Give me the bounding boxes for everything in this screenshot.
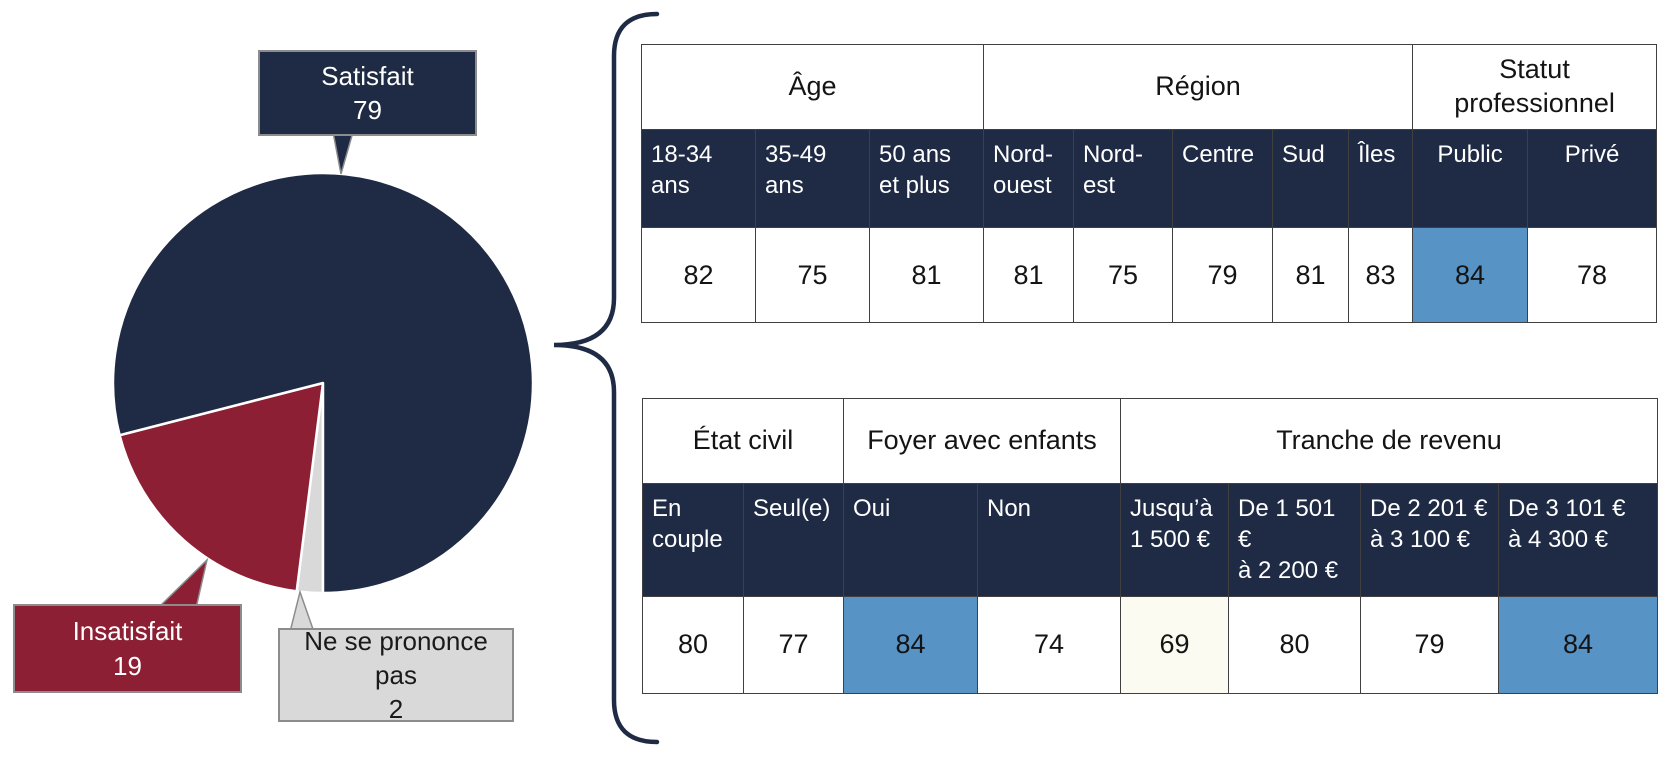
value-cell-oui: 84	[843, 595, 978, 694]
value-cell-centre: 79	[1172, 227, 1273, 323]
column-header-cell-sud: Sud	[1272, 129, 1349, 228]
value-cell-50-ans-et-plus: 81	[869, 227, 984, 323]
pie-callout-label: Satisfait	[321, 60, 414, 91]
value-cell-sud: 81	[1272, 227, 1349, 323]
column-header-cell-de-1-501-2-200: De 1 501 € à 2 200 €	[1228, 483, 1361, 597]
value-cell-de-3-101-4-300: 84	[1497, 595, 1659, 694]
curly-brace	[553, 11, 660, 745]
group-header-cell-tat-civil: État civil	[642, 398, 844, 484]
column-header-cell-50-ans-et-plus: 50 ans et plus	[869, 129, 984, 228]
value-cell-les: 83	[1347, 227, 1414, 323]
pie-callout-label: Insatisfait	[72, 616, 183, 647]
value-cell-de-2-201-3-100: 79	[1360, 595, 1499, 694]
column-header-cell-les: Îles	[1347, 129, 1414, 228]
column-header-cell-18-34-ans: 18-34 ans	[641, 129, 756, 228]
column-header-cell-seul-e: Seul(e)	[743, 483, 844, 597]
column-header-cell-en-couple: En couple	[642, 483, 744, 597]
pie-slice-insatisfait	[118, 381, 325, 593]
value-cell-seul-e: 77	[743, 595, 844, 694]
group-header-cell-ge: Âge	[641, 44, 984, 130]
column-header-cell-centre: Centre	[1172, 129, 1273, 228]
pie-callout-insatisfait: Insatisfait 19	[13, 604, 242, 693]
group-header-cell-tranche-de-revenu: Tranche de revenu	[1119, 398, 1659, 484]
value-cell-priv: 78	[1527, 227, 1658, 323]
pie-callout-value: 79	[353, 95, 382, 125]
value-cell-public: 84	[1412, 227, 1529, 323]
value-cell-35-49-ans: 75	[755, 227, 870, 323]
value-cell-nord-ouest: 81	[983, 227, 1074, 323]
group-header-cell-foyer-avec-enfants: Foyer avec enfants	[843, 398, 1121, 484]
callout-pointer-insatisfait	[156, 557, 209, 609]
table-demographics-top: Âge Région Statut professionnel 18-34 ans 35…	[641, 44, 1658, 323]
pie-slice-satisfait	[111, 171, 535, 595]
pie-callout-value: 19	[113, 650, 142, 681]
column-header-cell-non: Non	[977, 483, 1121, 597]
value-cell-de-1-501-2-200: 80	[1228, 595, 1361, 694]
group-header-cell-statut-professionnel: Statut professionnel	[1412, 44, 1658, 130]
pie-callout-value: 2	[388, 694, 404, 725]
pie-callout-satisfait: Satisfait 79	[258, 50, 477, 136]
column-header-cell-public: Public	[1412, 129, 1529, 228]
value-cell-en-couple: 80	[642, 595, 744, 694]
value-cell-jusqu-1-500: 69	[1120, 595, 1229, 694]
callout-pointer-satisfait	[332, 131, 354, 175]
satisfaction-pie	[111, 171, 535, 595]
group-header-cell-r-gion: Région	[982, 44, 1414, 130]
column-header-cell-de-3-101-4-300: De 3 101 € à 4 300 €	[1497, 483, 1659, 597]
value-cell-nord-est: 75	[1073, 227, 1173, 323]
pie-callout-ne-se-prononce-pas: Ne se prononce pas 2	[278, 626, 514, 724]
pie-callout-label: Ne se prononce pas	[304, 625, 488, 690]
column-header-cell-nord-ouest: Nord- ouest	[983, 129, 1074, 228]
value-cell-non: 74	[977, 595, 1121, 694]
value-cell-18-34-ans: 82	[641, 227, 756, 323]
column-header-cell-priv: Privé	[1527, 129, 1658, 228]
column-header-cell-de-2-201-3-100: De 2 201 € à 3 100 €	[1360, 483, 1499, 597]
column-header-cell-oui: Oui	[843, 483, 978, 597]
column-header-cell-jusqu-1-500: Jusqu’à 1 500 €	[1120, 483, 1229, 597]
table-demographics-bottom: État civil Foyer avec enfants Tranche de r…	[642, 398, 1659, 694]
column-header-cell-35-49-ans: 35-49 ans	[755, 129, 870, 228]
column-header-cell-nord-est: Nord- est	[1073, 129, 1173, 228]
